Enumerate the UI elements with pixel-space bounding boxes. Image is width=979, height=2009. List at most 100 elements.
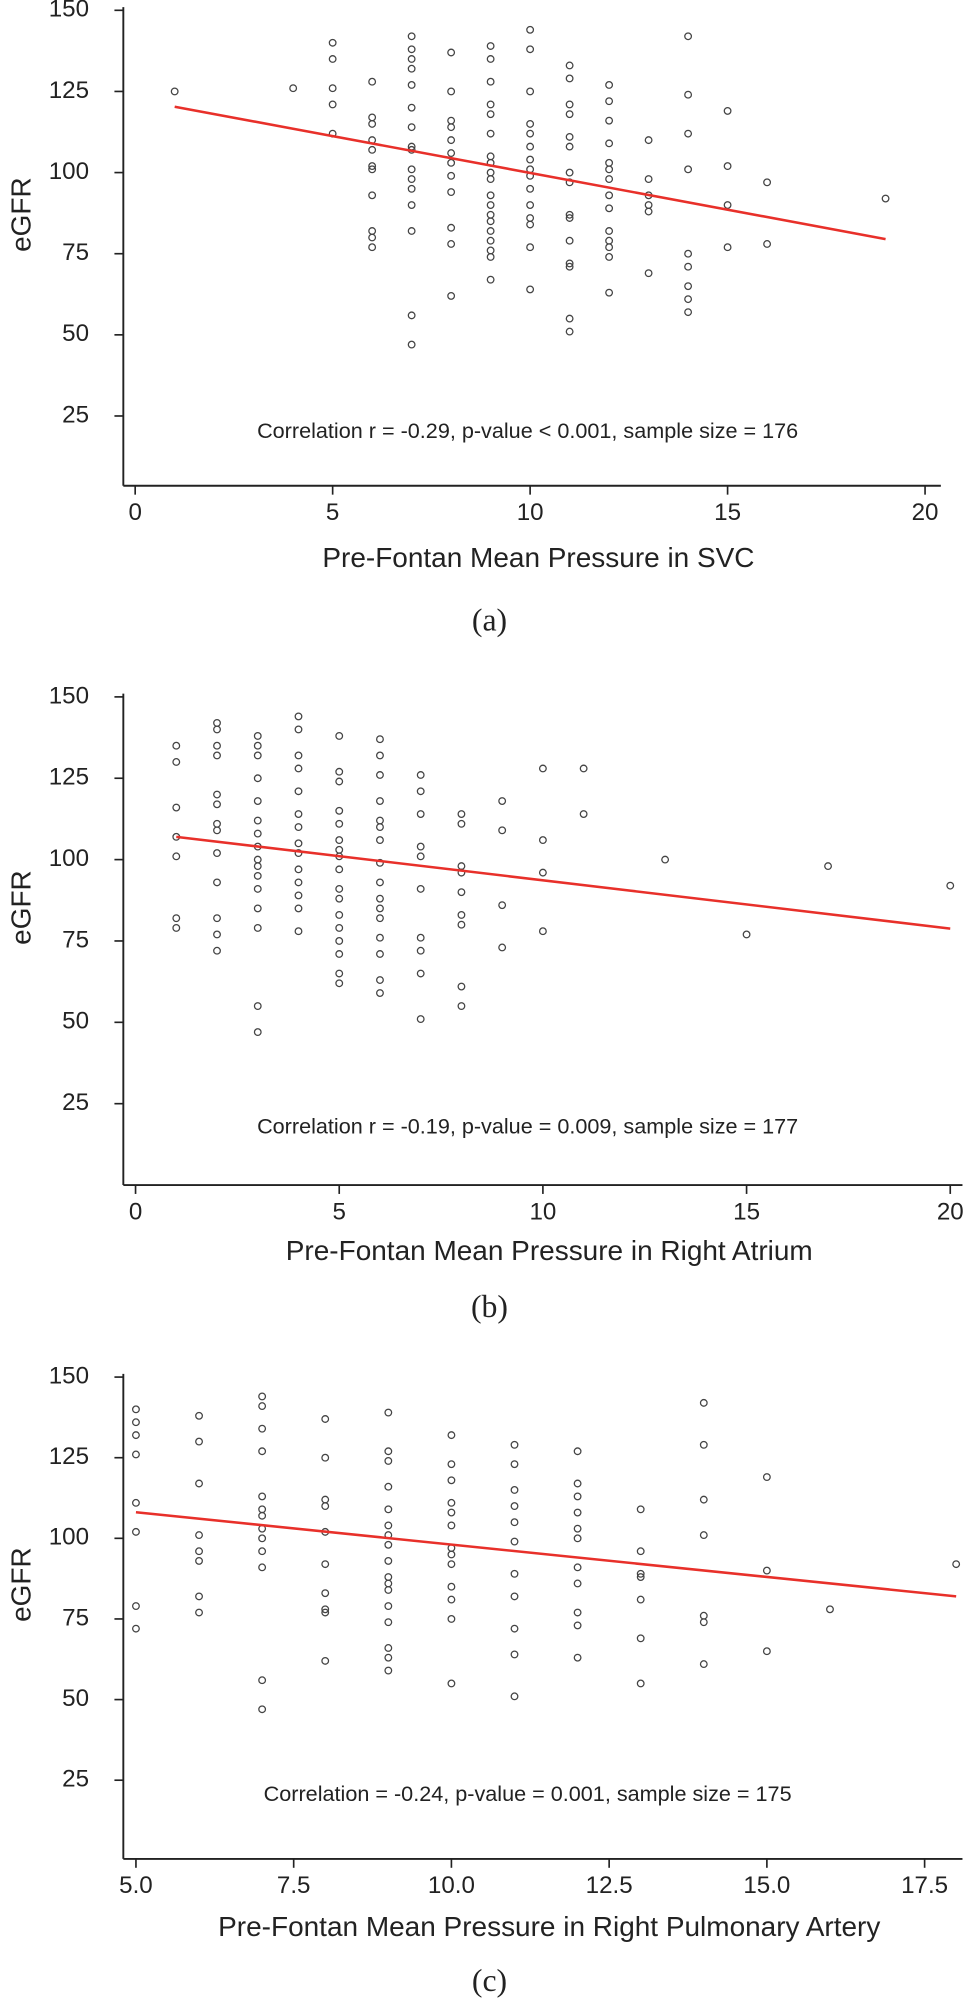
y-tick-label: 125 [49,1443,89,1470]
data-point [376,816,384,825]
data-point [579,764,588,773]
data-point [946,881,955,890]
x-axis-label: Pre-Fontan Mean Pressure in Right Pulmon… [218,1911,880,1942]
data-point [636,1679,645,1688]
data-point [321,1495,330,1504]
data-point [294,764,303,773]
data-point [526,285,535,294]
data-point [684,295,693,304]
data-point [253,774,262,783]
y-tick-label: 50 [62,320,89,347]
data-point [172,758,181,766]
data-point [384,1482,393,1491]
data-point [335,865,344,874]
data-point [573,1621,582,1630]
data-point [407,123,416,132]
y-tick-label: 150 [49,1362,89,1389]
data-point [510,1592,519,1601]
data-point [132,1418,140,1427]
data-point [416,842,425,851]
data-point [486,191,495,200]
data-point [213,790,221,799]
data-point [321,1589,330,1598]
data-point [605,139,614,148]
data-point [486,100,495,109]
data-point [763,240,772,248]
data-point [335,979,344,988]
data-point [195,1556,203,1565]
data-point [762,1473,771,1481]
annotation: Correlation r = -0.29, p-value < 0.001, … [257,418,798,443]
data-point [335,845,344,854]
data-point [384,1579,393,1588]
data-point [384,1408,393,1417]
data-point [416,1015,425,1024]
data-point [213,800,221,809]
data-point [132,1602,140,1610]
data-point [723,201,732,209]
data-point [213,930,221,939]
y-axis-label: eGFR [5,177,36,252]
x-tick-label: 5.0 [119,1872,153,1899]
data-point [699,1660,708,1669]
data-point [335,777,344,786]
data-point [253,829,262,838]
data-point [335,732,344,740]
data-point [573,1524,582,1533]
data-point [605,116,614,125]
data-point [195,1531,203,1540]
data-point [258,1424,267,1433]
data-point [253,1002,262,1010]
data-point [699,1440,708,1449]
data-point [498,826,507,835]
fit-line [135,1510,957,1598]
data-point [526,201,535,209]
data-point [457,982,466,991]
data-point [661,855,670,864]
data-point [384,1573,393,1581]
data-point [447,149,456,158]
data-point [510,1692,519,1701]
data-point [384,1540,393,1549]
data-point [644,269,653,278]
data-point [526,45,535,54]
data-point [763,178,772,187]
data-point [486,227,495,235]
data-point [258,1534,267,1543]
data-point [195,1547,203,1556]
data-point [376,858,384,867]
data-point [447,1476,456,1485]
data-point [605,227,614,235]
data-point [384,1456,393,1465]
caption: (c) [472,1963,507,1998]
data-point [195,1592,203,1601]
data-point [447,240,456,248]
data-point [684,262,693,271]
data-point [457,888,466,897]
data-point [416,884,425,893]
data-point [447,188,456,196]
data-point [486,175,495,184]
x-tick-label: 17.5 [901,1872,948,1899]
data-point [407,340,416,349]
data-point [486,201,495,209]
data-point [335,894,344,903]
data-point [447,116,456,125]
data-point [684,90,693,99]
data-point [321,1605,330,1614]
x-tick-label: 5 [333,1198,346,1225]
data-point [368,119,377,128]
data-point [605,97,614,106]
data-point [253,816,262,825]
data-point [132,1527,140,1536]
data-point [573,1579,582,1588]
data-point [447,87,456,96]
data-point [644,175,653,184]
data-point [605,236,614,245]
data-point [132,1431,140,1440]
x-tick-label: 10 [529,1198,556,1225]
y-tick-label: 25 [62,401,89,428]
data-point [486,168,495,177]
data-point [486,129,495,138]
data-point [253,1028,262,1037]
